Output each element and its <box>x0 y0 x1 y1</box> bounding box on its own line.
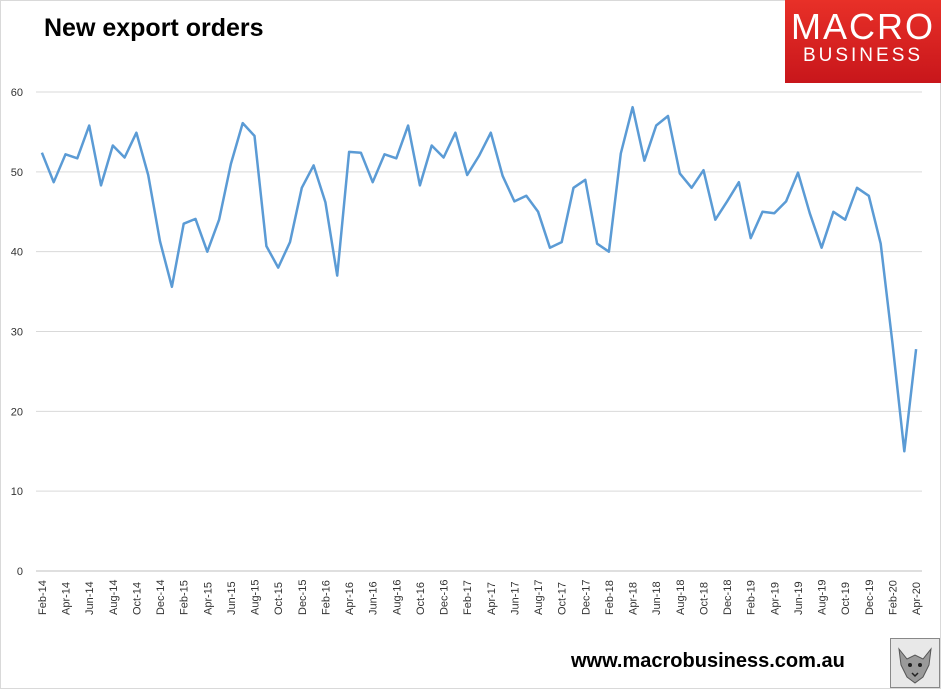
x-tick-label: Dec-18 <box>722 580 734 615</box>
x-tick-label: Dec-17 <box>580 580 592 615</box>
footer-url[interactable]: www.macrobusiness.com.au <box>571 650 845 672</box>
x-tick-label: Jun-14 <box>84 581 96 615</box>
x-tick-label: Aug-19 <box>817 580 829 615</box>
x-tick-label: Feb-14 <box>37 580 49 615</box>
x-tick-label: Oct-15 <box>273 582 285 615</box>
x-tick-label: Dec-14 <box>155 580 167 615</box>
x-tick-label: Dec-15 <box>297 580 309 615</box>
logo-line-1: MACRO <box>791 6 935 47</box>
x-tick-label: Aug-14 <box>108 580 120 615</box>
x-tick-label: Aug-16 <box>391 580 403 615</box>
y-tick-label: 0 <box>17 566 23 578</box>
x-tick-label: Aug-15 <box>250 580 262 615</box>
x-tick-label: Apr-16 <box>344 582 356 615</box>
x-tick-label: Feb-20 <box>887 580 899 615</box>
x-tick-label: Apr-18 <box>628 582 640 615</box>
macrobusiness-logo[interactable]: MACRO BUSINESS <box>785 0 941 83</box>
x-tick-label: Oct-19 <box>840 582 852 615</box>
y-tick-label: 10 <box>11 486 23 498</box>
logo-line-2: BUSINESS <box>802 45 924 66</box>
x-tick-label: Apr-15 <box>202 582 214 615</box>
chart-title: New export orders <box>44 14 264 42</box>
x-tick-label: Apr-19 <box>769 582 781 615</box>
y-tick-label: 20 <box>11 406 23 418</box>
x-tick-label: Apr-20 <box>911 582 923 615</box>
x-tick-label: Jun-19 <box>793 581 805 615</box>
series-line <box>40 105 918 453</box>
wolf-icon <box>890 638 940 688</box>
x-tick-label: Apr-14 <box>61 582 73 615</box>
x-tick-label: Apr-17 <box>486 582 498 615</box>
x-tick-label: Feb-18 <box>604 580 616 615</box>
x-tick-label: Oct-14 <box>131 582 143 615</box>
x-tick-label: Dec-16 <box>439 580 451 615</box>
x-tick-label: Oct-16 <box>415 582 427 615</box>
x-tick-label: Aug-17 <box>533 580 545 615</box>
y-tick-label: 50 <box>11 167 23 179</box>
y-tick-label: 40 <box>11 247 23 259</box>
x-tick-label: Oct-17 <box>557 582 569 615</box>
x-tick-label: Jun-16 <box>368 581 380 615</box>
x-tick-label: Dec-19 <box>864 580 876 615</box>
x-tick-label: Oct-18 <box>698 582 710 615</box>
x-tick-label: Aug-18 <box>675 580 687 615</box>
x-tick-label: Jun-18 <box>651 581 663 615</box>
y-tick-label: 60 <box>11 87 23 99</box>
x-tick-label: Feb-15 <box>179 580 191 615</box>
x-tick-label: Feb-16 <box>320 580 332 615</box>
x-tick-label: Feb-17 <box>462 580 474 615</box>
y-tick-label: 30 <box>11 327 23 339</box>
x-tick-label: Jun-17 <box>509 581 521 615</box>
x-tick-label: Jun-15 <box>226 581 238 615</box>
x-tick-label: Feb-19 <box>746 580 758 615</box>
